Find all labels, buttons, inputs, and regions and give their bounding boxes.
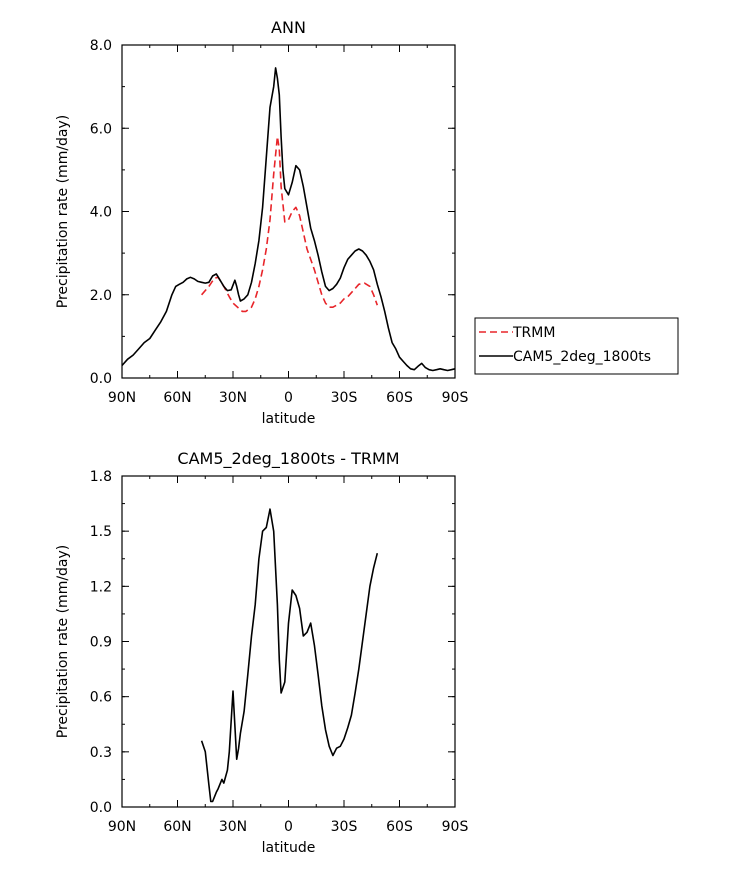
y-tick-label: 0.9 xyxy=(90,635,112,651)
plot-frame xyxy=(121,44,456,379)
x-axis-label: latitude xyxy=(262,411,316,427)
series-line-0 xyxy=(200,508,379,803)
y-tick-label: 4.0 xyxy=(90,205,112,221)
x-tick-label: 90S xyxy=(442,819,469,835)
legend-label: TRMM xyxy=(512,325,555,341)
x-tick-label: 30N xyxy=(219,390,247,406)
series-line-1 xyxy=(121,67,456,372)
y-tick-label: 0.3 xyxy=(90,745,112,761)
x-tick-label: 60N xyxy=(163,390,191,406)
legend-label: CAM5_2deg_1800ts xyxy=(513,349,651,365)
x-tick-label: 30S xyxy=(331,390,358,406)
y-tick-label: 0.0 xyxy=(90,371,112,387)
y-axis-label: Precipitation rate (mm/day) xyxy=(55,545,71,739)
chart-annual-precip: ANN 90N 60N 30N 0 30S 60S 90S 0.0 2.0 4.0 6.0 8.0 lat… xyxy=(55,18,679,427)
y-tick-label: 0.6 xyxy=(90,690,112,706)
y-tick-label: 0.0 xyxy=(90,800,112,816)
x-tick-label: 30S xyxy=(331,819,358,835)
x-tick-label: 60N xyxy=(163,819,191,835)
legend: TRMM CAM5_2deg_1800ts xyxy=(474,317,679,375)
plot-frame xyxy=(121,475,456,808)
y-tick-label: 1.5 xyxy=(90,524,112,540)
x-tick-label: 30N xyxy=(219,819,247,835)
chart-difference: CAM5_2deg_1800ts - TRMM 90N 60N 30N 0 30S 60S 9… xyxy=(55,449,468,856)
y-tick-label: 1.2 xyxy=(90,579,112,595)
y-tick-label: 1.8 xyxy=(90,469,112,485)
x-tick-label: 0 xyxy=(284,390,293,406)
y-tick-label: 6.0 xyxy=(90,121,112,137)
legend-box xyxy=(474,317,679,375)
y-axis-label: Precipitation rate (mm/day) xyxy=(55,115,71,309)
x-tick-label: 90N xyxy=(108,819,136,835)
x-tick-label: 60S xyxy=(386,819,413,835)
x-tick-label: 90S xyxy=(442,390,469,406)
x-tick-label: 0 xyxy=(284,819,293,835)
y-tick-label: 8.0 xyxy=(90,38,112,54)
y-tick-label: 2.0 xyxy=(90,288,112,304)
x-axis-label: latitude xyxy=(262,840,316,856)
chart-title: CAM5_2deg_1800ts - TRMM xyxy=(177,449,399,469)
chart-title: ANN xyxy=(271,18,306,37)
x-tick-label: 90N xyxy=(108,390,136,406)
x-tick-label: 60S xyxy=(386,390,413,406)
series-line-0 xyxy=(200,135,379,313)
